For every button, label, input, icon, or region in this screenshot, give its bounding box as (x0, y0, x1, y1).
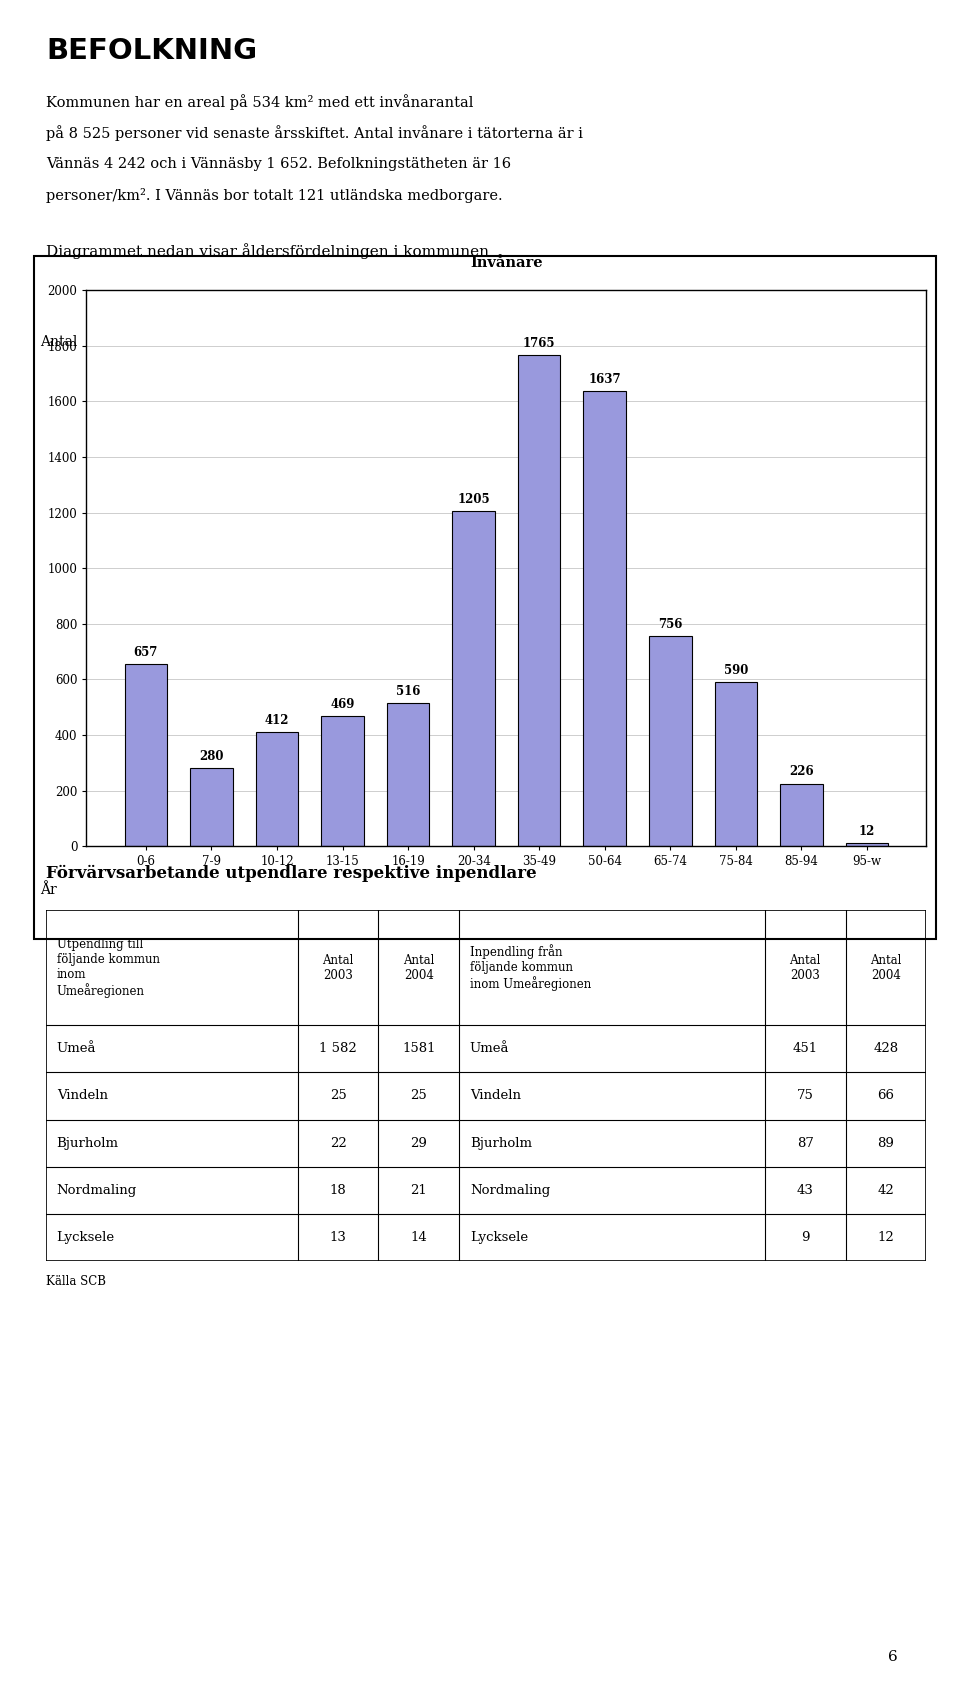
Text: Nordmaling: Nordmaling (57, 1184, 137, 1197)
Text: 12: 12 (877, 1231, 895, 1244)
Text: 1581: 1581 (402, 1042, 436, 1055)
Text: 516: 516 (396, 685, 420, 698)
Text: 14: 14 (411, 1231, 427, 1244)
Text: Inpendling från
följande kommun
inom Umeåregionen: Inpendling från följande kommun inom Ume… (469, 944, 591, 991)
Bar (255, 732, 299, 846)
Text: 9: 9 (801, 1231, 809, 1244)
Text: Bjurholm: Bjurholm (469, 1136, 532, 1150)
Text: 428: 428 (874, 1042, 899, 1055)
Text: 87: 87 (797, 1136, 813, 1150)
Text: Utpendling till
följande kommun
inom
Umeåregionen: Utpendling till följande kommun inom Ume… (57, 937, 159, 998)
Text: 43: 43 (797, 1184, 813, 1197)
Text: Bjurholm: Bjurholm (57, 1136, 119, 1150)
Text: Umeå: Umeå (57, 1042, 96, 1055)
Text: 75: 75 (797, 1089, 813, 1103)
Text: År: År (40, 883, 57, 897)
Text: 25: 25 (329, 1089, 347, 1103)
Bar (649, 636, 691, 846)
Text: Vindeln: Vindeln (469, 1089, 521, 1103)
Text: Antal
2003: Antal 2003 (789, 954, 821, 981)
Text: 25: 25 (411, 1089, 427, 1103)
Text: 451: 451 (793, 1042, 818, 1055)
Text: 6: 6 (888, 1651, 898, 1664)
Text: 226: 226 (789, 765, 814, 779)
Text: 1637: 1637 (588, 373, 621, 386)
Bar (780, 784, 823, 846)
Text: 29: 29 (411, 1136, 427, 1150)
Bar (846, 843, 888, 846)
Text: 42: 42 (877, 1184, 895, 1197)
Text: 21: 21 (411, 1184, 427, 1197)
Text: 1765: 1765 (523, 337, 556, 351)
Text: Källa SCB: Källa SCB (46, 1275, 106, 1288)
Text: BEFOLKNING: BEFOLKNING (46, 37, 257, 66)
Bar (322, 717, 364, 846)
Text: Invånare: Invånare (470, 256, 542, 270)
Bar (452, 511, 495, 846)
Bar (584, 391, 626, 846)
Text: Antal
2003: Antal 2003 (323, 954, 353, 981)
Text: 22: 22 (329, 1136, 347, 1150)
Text: Kommunen har en areal på 534 km² med ett invånarantal: Kommunen har en areal på 534 km² med ett… (46, 94, 473, 110)
Text: Diagrammet nedan visar åldersfördelningen i kommunen: Diagrammet nedan visar åldersfördelninge… (46, 243, 489, 258)
Text: Antal
2004: Antal 2004 (871, 954, 901, 981)
Text: 1205: 1205 (457, 492, 490, 506)
Text: 13: 13 (329, 1231, 347, 1244)
Text: 280: 280 (199, 750, 224, 764)
Bar (714, 683, 757, 846)
Text: Nordmaling: Nordmaling (469, 1184, 550, 1197)
Text: 66: 66 (877, 1089, 895, 1103)
Text: 590: 590 (724, 664, 748, 678)
Text: Lycksele: Lycksele (469, 1231, 528, 1244)
Text: Lycksele: Lycksele (57, 1231, 115, 1244)
Text: Vindeln: Vindeln (57, 1089, 108, 1103)
Bar (517, 356, 561, 846)
Text: 12: 12 (859, 824, 876, 838)
Bar (387, 703, 429, 846)
Text: Förvärvsarbetande utpendlare respektive inpendlare: Förvärvsarbetande utpendlare respektive … (46, 865, 537, 882)
Text: Antal
2004: Antal 2004 (403, 954, 435, 981)
Text: personer/km². I Vännäs bor totalt 121 utländska medborgare.: personer/km². I Vännäs bor totalt 121 ut… (46, 187, 503, 202)
Text: 469: 469 (330, 698, 354, 711)
Text: 89: 89 (877, 1136, 895, 1150)
Bar (125, 664, 167, 846)
Bar (190, 769, 232, 846)
Text: 412: 412 (265, 713, 289, 727)
Text: 18: 18 (329, 1184, 347, 1197)
Text: 657: 657 (133, 646, 158, 659)
Text: på 8 525 personer vid senaste årsskiftet. Antal invånare i tätorterna är i: på 8 525 personer vid senaste årsskiftet… (46, 125, 583, 142)
Text: Antal: Antal (40, 334, 78, 349)
Text: 1 582: 1 582 (319, 1042, 357, 1055)
Text: Vännäs 4 242 och i Vännäsby 1 652. Befolkningstätheten är 16: Vännäs 4 242 och i Vännäsby 1 652. Befol… (46, 157, 512, 170)
Text: 756: 756 (659, 619, 683, 631)
Text: Umeå: Umeå (469, 1042, 510, 1055)
